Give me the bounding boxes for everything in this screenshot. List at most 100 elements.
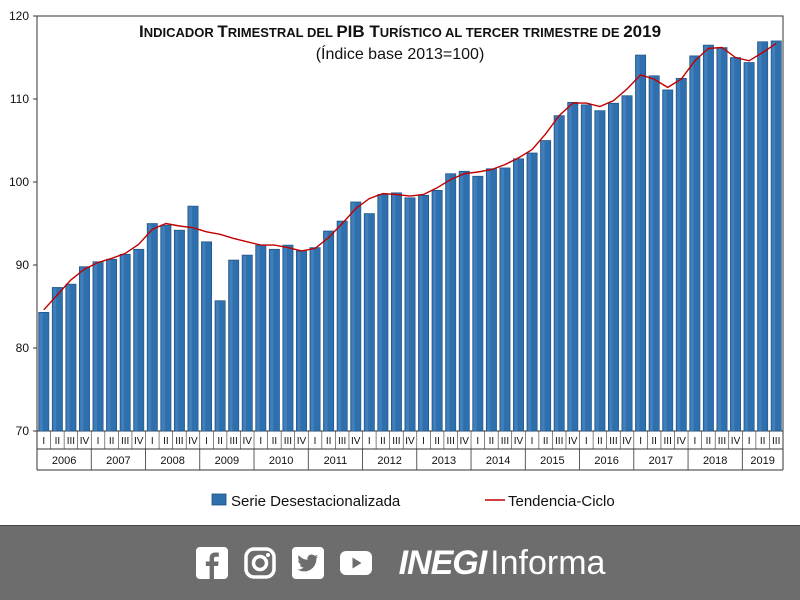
bar-highlight: [107, 260, 111, 431]
quarter-label: IV: [460, 436, 470, 447]
bar-highlight: [39, 313, 43, 431]
instagram-icon[interactable]: [243, 546, 277, 580]
bar: [201, 241, 212, 432]
quarter-label: IV: [243, 436, 253, 447]
year-label: 2010: [269, 455, 293, 467]
facebook-icon[interactable]: [195, 546, 229, 580]
year-label: 2012: [377, 455, 401, 467]
legend: Serie Desestacionalizada Tendencia-Ciclo: [211, 493, 615, 510]
bar-highlight: [297, 251, 301, 431]
bar: [133, 248, 145, 432]
legend-swatch-bar: [211, 493, 227, 506]
quarter-label: III: [718, 436, 726, 447]
bar-highlight: [392, 193, 396, 431]
y-tick-label: 120: [9, 9, 29, 23]
bar: [363, 213, 375, 432]
bar: [323, 230, 335, 432]
quarter-label: I: [151, 436, 154, 447]
year-label: 2014: [486, 455, 510, 467]
bar: [350, 201, 362, 432]
bar: [621, 95, 633, 432]
bar: [65, 283, 77, 432]
bar: [418, 194, 430, 432]
bar: [594, 110, 606, 432]
bar-highlight: [365, 214, 369, 431]
bar: [472, 175, 484, 432]
bar-highlight: [405, 198, 409, 431]
bar: [38, 312, 50, 432]
bar-highlight: [500, 168, 504, 431]
bar-highlight: [704, 46, 708, 432]
quarter-label: I: [368, 436, 371, 447]
bar: [770, 40, 782, 432]
quarter-label: IV: [622, 436, 632, 447]
bar: [635, 54, 647, 432]
bar-highlight: [636, 56, 640, 431]
bar-highlight: [663, 90, 667, 432]
bar-highlight: [772, 41, 776, 432]
bar: [119, 253, 131, 432]
youtube-icon[interactable]: [339, 546, 373, 580]
chart: INDICADOR TRIMESTRAL DEL PIB TURÍSTICO A…: [9, 9, 784, 510]
bar: [702, 44, 714, 432]
quarter-label: I: [531, 436, 534, 447]
quarter-label: III: [772, 436, 780, 447]
bar: [282, 244, 294, 432]
bar: [580, 104, 592, 432]
quarter-label: III: [230, 436, 238, 447]
bar-highlight: [446, 174, 450, 431]
bar-highlight: [744, 63, 749, 431]
y-tick-label: 90: [16, 258, 30, 272]
quarter-label: IV: [677, 436, 687, 447]
bar: [336, 220, 348, 432]
bar: [79, 266, 90, 432]
bar-highlight: [256, 246, 260, 431]
quarter-label: II: [163, 436, 169, 447]
bar-highlight: [677, 79, 681, 431]
bar-highlight: [514, 159, 518, 431]
bar-highlight: [338, 222, 342, 431]
bar-highlight: [717, 48, 721, 431]
bar: [92, 261, 104, 432]
quarter-label: I: [639, 436, 642, 447]
quarter-label: IV: [514, 436, 524, 447]
bar: [743, 62, 755, 432]
y-tick-label: 100: [9, 175, 29, 189]
brand-inegi: INEGI: [398, 543, 488, 582]
bar: [567, 102, 579, 432]
quarter-label: IV: [297, 436, 307, 447]
bar-highlight: [53, 288, 57, 431]
bar-highlight: [270, 250, 274, 431]
year-label: 2015: [540, 455, 564, 467]
quarter-label: III: [555, 436, 563, 447]
bar: [458, 170, 470, 432]
bar: [648, 75, 660, 432]
quarter-label: I: [422, 436, 425, 447]
quarter-label: III: [501, 436, 509, 447]
bar-highlight: [188, 207, 192, 431]
bar: [608, 102, 619, 432]
bar-highlight: [541, 141, 545, 431]
trend-line: [43, 42, 777, 311]
quarter-label: II: [380, 436, 386, 447]
legend-label-bar: Serie Desestacionalizada: [231, 493, 401, 510]
y-tick-label: 70: [16, 424, 30, 438]
twitter-icon[interactable]: [291, 546, 325, 580]
bar-highlight: [121, 255, 125, 431]
y-tick-label: 110: [10, 92, 29, 106]
bar-highlight: [148, 224, 152, 431]
quarter-label: III: [338, 436, 346, 447]
bar-highlight: [215, 301, 220, 431]
legend-label-line: Tendencia-Ciclo: [508, 493, 615, 510]
year-label: 2013: [432, 455, 456, 467]
year-label: 2008: [160, 455, 184, 467]
chart-title: INDICADOR TRIMESTRAL DEL PIB TURÍSTICO A…: [139, 22, 661, 41]
bar-highlight: [432, 191, 437, 431]
bar: [689, 55, 701, 432]
bar-highlight: [66, 285, 70, 431]
bar-highlight: [202, 242, 206, 431]
quarter-label: III: [67, 436, 75, 447]
year-label: 2019: [750, 455, 774, 467]
brand-informa: Informa: [490, 543, 606, 582]
quarter-label: II: [651, 436, 657, 447]
